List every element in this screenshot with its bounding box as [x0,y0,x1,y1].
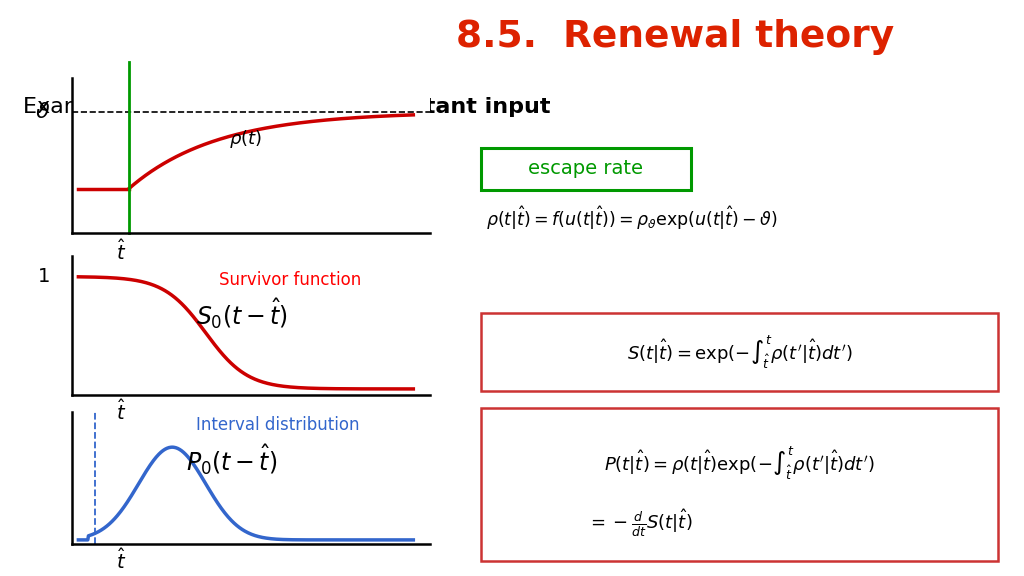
Text: Interval distribution: Interval distribution [196,416,359,434]
Text: 8.5.  Renewal theory: 8.5. Renewal theory [456,20,894,55]
Text: escape rate: escape rate [528,159,643,178]
Text: $\rho(t)$: $\rho(t)$ [229,128,262,150]
Text: constant input: constant input [367,97,550,118]
Text: 1: 1 [38,267,50,286]
FancyBboxPatch shape [481,313,998,391]
Text: $S_0(t-\hat{t})$: $S_0(t-\hat{t})$ [196,297,288,331]
Text: $\hat{t}$: $\hat{t}$ [116,399,126,423]
Text: $P(t|\hat{t}) = \rho(t|\hat{t})\exp(-\int_{\hat{t}}^{t} \rho(t^{\prime}|\hat{t}): $P(t|\hat{t}) = \rho(t|\hat{t})\exp(-\in… [604,445,874,482]
FancyBboxPatch shape [481,147,691,190]
Text: $S(t|\hat{t}) = \exp(-\int_{\hat{t}}^{t} \rho(t^{\prime}|\hat{t})dt^{\prime})$: $S(t|\hat{t}) = \exp(-\int_{\hat{t}}^{t}… [627,334,852,370]
FancyBboxPatch shape [481,408,998,561]
Text: $\hat{t}$: $\hat{t}$ [116,548,126,573]
Text: Survivor function: Survivor function [219,271,361,289]
Text: $\hat{t}$: $\hat{t}$ [116,239,126,264]
Text: Neuronal Dynamics –: Neuronal Dynamics – [20,20,475,55]
Text: $\vartheta$: $\vartheta$ [35,102,50,122]
Text: $P_0(t-\hat{t})$: $P_0(t-\hat{t})$ [185,443,276,478]
Text: $= -\frac{d}{dt} S(t|\hat{t})$: $= -\frac{d}{dt} S(t|\hat{t})$ [588,507,692,539]
Text: $\rho(t|\hat{t}) = f(u(t|\hat{t})) = \rho_{\vartheta} \exp(u(t|\hat{t}) - \varth: $\rho(t|\hat{t}) = f(u(t|\hat{t})) = \rh… [486,204,778,232]
Text: Example: I&F with reset,: Example: I&F with reset, [23,97,302,118]
